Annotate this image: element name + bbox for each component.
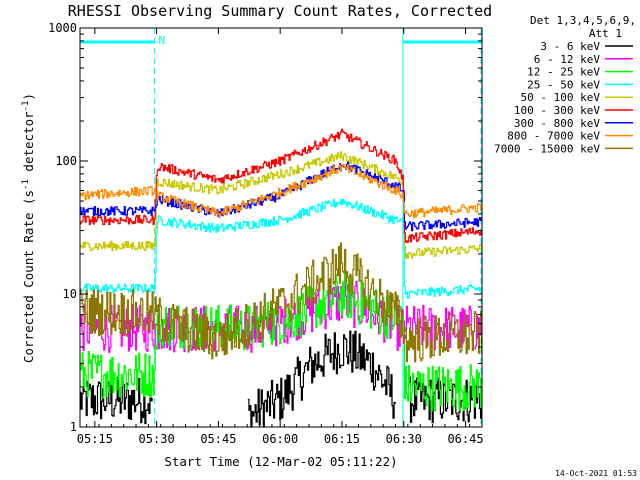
series-line [80,128,483,243]
y-axis: 1 10 100 1000 [48,21,482,434]
legend-entry-label: 3 - 6 keV [540,40,600,53]
timestamp: 14-Oct-2021 01:53 [555,469,637,478]
series-line [80,242,483,363]
y-tick-label: 1000 [48,21,77,35]
y-tick-label: 1 [70,420,77,434]
x-tick-label: 05:45 [200,432,236,446]
x-tick-label: 05:30 [139,432,175,446]
plot-frame [79,27,483,428]
y-axis-label-sup2: -1 [21,101,31,112]
legend-entry-label: 25 - 50 keV [527,78,600,91]
series-line [80,151,483,259]
y-axis-label-sup1: -1 [21,179,31,190]
x-tick-label: 06:30 [386,432,422,446]
y-axis-label-end: ) [21,93,36,101]
x-tick-label: 06:45 [447,432,483,446]
legend-entry-label: 100 - 300 keV [514,104,600,117]
legend-entry-label: 12 - 25 keV [527,66,600,79]
legend-entry-label: 7000 - 15000 keV [494,142,600,155]
y-tick-label: 10 [63,287,77,301]
chart-title: RHESSI Observing Summary Count Rates, Co… [68,2,492,20]
x-tick-label: 05:15 [77,432,113,446]
plot-area: N [80,28,483,428]
legend-header-line-2: Att 1 [589,27,622,40]
series-line [80,163,483,219]
y-axis-label: Corrected Count Rate (s-1 detector-1) [21,93,36,363]
x-axis-label: Start Time (12-Mar-02 05:11:22) [164,454,397,469]
night-marker-label: N [159,34,166,47]
y-axis-label-main: Corrected Count Rate (s [21,190,36,363]
y-tick-label: 100 [55,154,77,168]
series-line [80,272,483,412]
x-axis: 05:15 05:30 05:45 06:00 06:15 06:30 06:45 [77,28,484,446]
y-axis-label-mid: detector [21,111,36,179]
x-tick-label: 06:00 [262,432,298,446]
x-tick-label: 06:15 [324,432,360,446]
legend-entry-label: 800 - 7000 keV [507,130,600,143]
legend-entry-label: 300 - 800 keV [514,117,600,130]
legend-header-line-1: Det 1,3,4,5,6,9, [530,14,636,27]
legend-entry-label: 50 - 100 keV [521,91,601,104]
legend-entry-label: 6 - 12 keV [534,53,601,66]
series-line [80,280,483,353]
